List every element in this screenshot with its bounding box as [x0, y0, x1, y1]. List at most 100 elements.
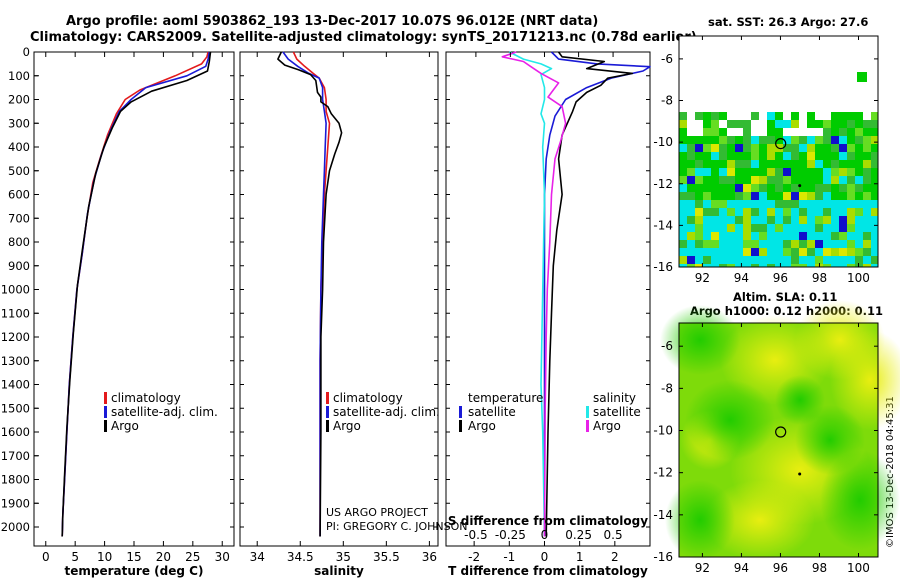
differences-series-2-line — [508, 51, 553, 537]
sst-map-cell — [695, 256, 703, 264]
sst-map-cell — [743, 208, 751, 216]
sst-map-cell — [831, 240, 839, 248]
sst-map-xtick-label: 100 — [847, 271, 870, 285]
sst-map-cell — [735, 160, 743, 168]
sst-map-cell — [839, 112, 847, 120]
sst-map-cell — [807, 176, 815, 184]
sst-map-cell — [807, 120, 815, 128]
temperature-ytick-label: 2000 — [1, 520, 30, 534]
sst-map-cell — [791, 208, 799, 216]
sst-map-cell — [767, 120, 775, 128]
sst-map-cell — [815, 136, 823, 144]
sst-map-cell — [727, 240, 735, 248]
sst-map-cell — [855, 256, 863, 264]
sst-map-cell — [703, 264, 711, 267]
sst-map-cell — [831, 160, 839, 168]
sst-map-cell — [847, 176, 855, 184]
sst-map-cell — [823, 256, 831, 264]
sst-map-cell — [791, 168, 799, 176]
sst-map-cell — [799, 216, 807, 224]
sst-map-cell — [767, 144, 775, 152]
temperature-legend-label-0: climatology — [111, 391, 181, 405]
sst-map-cell — [791, 120, 799, 128]
sst-map-cell — [823, 176, 831, 184]
differences-series-3-line — [501, 51, 567, 537]
sst-map-cell — [703, 168, 711, 176]
temperature-xtick-label: 10 — [97, 550, 112, 564]
sst-map-cell — [695, 160, 703, 168]
sst-map-cell — [775, 192, 783, 200]
sst-map-cell — [855, 240, 863, 248]
sst-map-cell — [815, 216, 823, 224]
sst-map-ytick-label: -10 — [653, 135, 673, 149]
sst-map-cell — [847, 192, 855, 200]
temperature-ytick-label: 300 — [8, 116, 30, 130]
sst-map-cell — [783, 208, 791, 216]
sst-map-cell — [783, 200, 791, 208]
sst-map-cell — [847, 216, 855, 224]
sst-map-cell — [711, 184, 719, 192]
sst-map-cell — [823, 264, 831, 267]
temperature-legend-label-2: Argo — [111, 419, 139, 433]
sst-map-cell — [847, 264, 855, 267]
sst-map-cell — [823, 192, 831, 200]
sst-map-cell — [799, 208, 807, 216]
sst-map-cell — [751, 192, 759, 200]
sst-map-cell — [679, 184, 687, 192]
sst-map-cell — [687, 216, 695, 224]
sst-map-cell — [871, 216, 878, 224]
sst-map-cell — [711, 128, 719, 136]
sst-map-cell — [687, 248, 695, 256]
sla-map-xtick-label: 98 — [812, 561, 827, 575]
sst-map-cell — [735, 240, 743, 248]
sst-map-cell — [727, 160, 735, 168]
sst-map-cell — [783, 240, 791, 248]
sst-map-cell — [847, 208, 855, 216]
sst-map-cell — [823, 120, 831, 128]
sst-map-cell — [727, 120, 735, 128]
sst-map-cell — [847, 160, 855, 168]
sst-map-cell — [831, 224, 839, 232]
sst-map-cell — [857, 72, 867, 82]
sst-map-cell — [855, 192, 863, 200]
credit-project: US ARGO PROJECT — [326, 506, 428, 519]
sst-map-cell — [711, 264, 719, 267]
sst-map-cell — [823, 248, 831, 256]
sst-map-cell — [727, 192, 735, 200]
sla-map-ytick-label: -14 — [653, 508, 673, 522]
differences-xtick-label: 0 — [541, 550, 549, 564]
sst-map-cell — [855, 200, 863, 208]
sst-map-cell — [783, 152, 791, 160]
salinity-legend-swatch-0 — [326, 392, 329, 404]
sst-map-cell — [767, 200, 775, 208]
differences-legend-left-swatch-0 — [459, 406, 462, 418]
sst-map-cell — [751, 112, 759, 120]
sst-map-cell — [791, 224, 799, 232]
sst-map-cell — [807, 184, 815, 192]
temperature-ytick-label: 800 — [8, 235, 30, 249]
sst-map-cell — [831, 200, 839, 208]
sst-map-cell — [839, 264, 847, 267]
differences-legend-left-swatch-1 — [459, 420, 462, 432]
sst-map-cell — [791, 216, 799, 224]
sst-map-cell — [695, 200, 703, 208]
sst-map-cell — [815, 256, 823, 264]
sst-map-cell — [711, 224, 719, 232]
sst-map-ytick-label: -12 — [653, 177, 673, 191]
sla-map-title: Altim. SLA: 0.11 — [733, 290, 838, 304]
sst-map-cell — [711, 240, 719, 248]
sst-map-cell — [767, 112, 775, 120]
sst-map-cell — [759, 216, 767, 224]
sst-map-cell — [871, 192, 878, 200]
sst-map-cell — [719, 248, 727, 256]
sst-map-cell — [679, 128, 687, 136]
sst-map-cell — [799, 136, 807, 144]
sst-map-cell — [735, 256, 743, 264]
differences-stick-label: -0.5 — [464, 528, 487, 542]
sst-map-cell — [767, 176, 775, 184]
sst-map-cell — [703, 152, 711, 160]
sst-map-cell — [855, 128, 863, 136]
sst-map-cell — [831, 128, 839, 136]
sst-map-cell — [823, 224, 831, 232]
sst-map-cell — [775, 208, 783, 216]
